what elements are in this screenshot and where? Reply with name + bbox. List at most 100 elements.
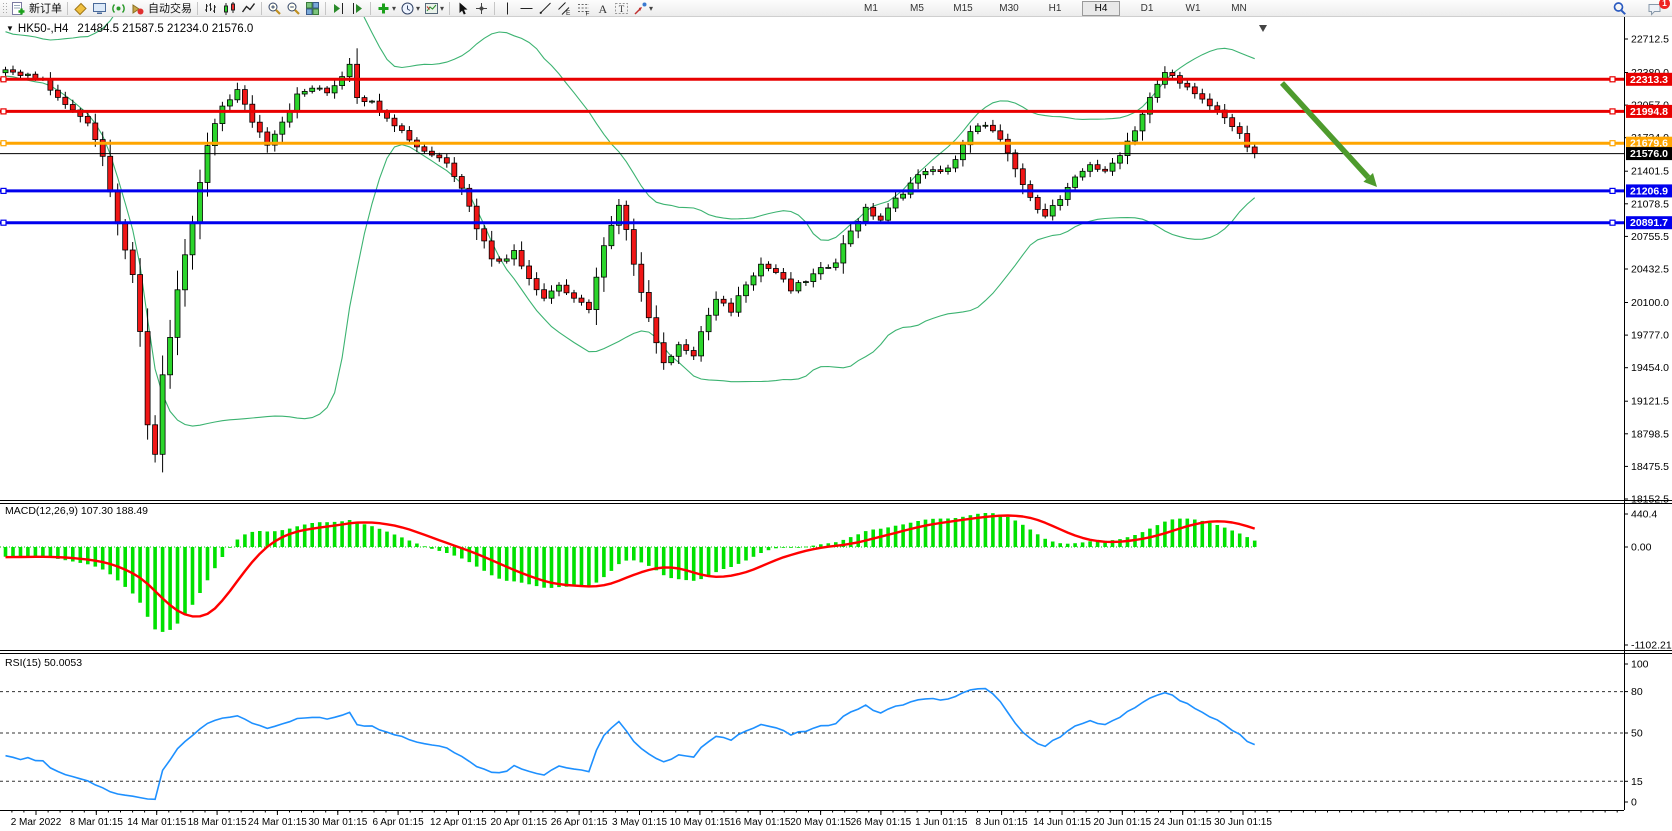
text-icon: A — [599, 2, 608, 16]
dropdown-arrow-icon[interactable]: ▾ — [649, 3, 654, 13]
svg-text:16 May 01:15: 16 May 01:15 — [730, 817, 791, 826]
svg-text:30 Mar 01:15: 30 Mar 01:15 — [308, 817, 367, 826]
timeframe-m30-button[interactable]: M30 — [999, 2, 1019, 14]
zoom-in-icon — [268, 2, 281, 15]
svg-text:3 May 01:15: 3 May 01:15 — [612, 817, 667, 826]
crosshair-button[interactable] — [472, 1, 491, 16]
symbol-period-label: HK50-,H4 — [17, 23, 69, 35]
market-watch-icon — [74, 2, 87, 15]
svg-text:15: 15 — [1631, 776, 1643, 788]
timeframe-mn-button[interactable]: MN — [1231, 2, 1247, 14]
new-order-button-label: 新订单 — [29, 3, 62, 15]
time-axis: 2 Mar 2022 8 Mar 01:15 14 Mar 01:15 18 Mar … — [0, 810, 1624, 828]
horizontal-line-icon — [520, 7, 533, 9]
toolbar-right: 1 — [1610, 0, 1670, 16]
text-button[interactable]: A — [593, 1, 612, 16]
zoom-in-button[interactable] — [265, 1, 284, 16]
search-icon — [1613, 1, 1626, 15]
svg-text:22712.5: 22712.5 — [1631, 34, 1669, 46]
signals-button[interactable] — [109, 1, 128, 16]
candlestick-chart-icon — [224, 1, 235, 15]
svg-text:20 Apr 01:15: 20 Apr 01:15 — [490, 817, 547, 826]
chart-title[interactable]: ▼ HK50-,H4 21484.5 21587.5 21234.0 21576.0 — [6, 23, 253, 35]
timeframe-d1-button[interactable]: D1 — [1140, 2, 1154, 14]
panel-divider[interactable] — [0, 650, 1672, 654]
periods-button[interactable]: ▾ — [398, 1, 422, 16]
auto-scroll-button[interactable] — [329, 1, 348, 16]
indicators-button[interactable]: ▾ — [374, 1, 398, 16]
templates-button[interactable]: ▾ — [422, 1, 446, 16]
arrows-button[interactable]: ▾ — [631, 1, 655, 16]
bollinger-bands — [5, 0, 1256, 427]
timeframe-bar: M1 M5 M15 M30 H1 H4 D1 W1 MN — [852, 0, 1266, 16]
crosshair-icon — [476, 2, 488, 14]
vertical-line-icon — [507, 2, 509, 14]
trend-arrow-annotation[interactable] — [1279, 81, 1377, 187]
cursor-button[interactable] — [453, 1, 472, 16]
timeframe-h1-button[interactable]: H1 — [1048, 2, 1062, 14]
svg-text:8 Mar 01:15: 8 Mar 01:15 — [70, 817, 124, 826]
timeframe-h4-button[interactable]: H4 — [1082, 0, 1120, 16]
rsi-indicator-header: RSI(15) 50.0053 — [5, 657, 83, 669]
text-label-button[interactable]: T — [612, 1, 631, 16]
autotrading-button[interactable]: 自动交易 — [128, 1, 194, 16]
svg-text:A: A — [599, 2, 608, 16]
svg-text:21206.9: 21206.9 — [1630, 185, 1668, 197]
tile-windows-button[interactable] — [303, 1, 322, 16]
toolbar-separator — [449, 1, 451, 15]
vertical-line-button[interactable] — [498, 1, 517, 16]
svg-text:20 May 01:15: 20 May 01:15 — [790, 817, 851, 826]
dropdown-arrow-icon[interactable]: ▾ — [416, 3, 421, 13]
toolbar-separator — [197, 1, 198, 15]
search-button[interactable] — [1610, 1, 1629, 16]
toolbar-separator — [325, 1, 326, 15]
price-level-lines[interactable] — [0, 76, 1624, 226]
timeframe-m1-button[interactable]: M1 — [864, 2, 878, 14]
symbol-dropdown-icon[interactable]: ▼ — [6, 24, 14, 33]
dropdown-arrow-icon[interactable]: ▾ — [440, 3, 445, 13]
candlestick-chart-button[interactable] — [220, 1, 239, 16]
svg-text:14 Mar 01:15: 14 Mar 01:15 — [127, 817, 186, 826]
line-chart-button[interactable] — [239, 1, 258, 16]
svg-text:24 Mar 01:15: 24 Mar 01:15 — [248, 817, 307, 826]
market-watch-button[interactable] — [71, 1, 90, 16]
price-axis: 22712.522380.022057.021734.021401.521078… — [1624, 16, 1672, 810]
new-order-button[interactable]: 新订单 — [9, 1, 64, 16]
svg-text:18475.5: 18475.5 — [1631, 461, 1669, 473]
svg-text:21401.5: 21401.5 — [1631, 166, 1669, 178]
chart-shift-icon — [353, 2, 362, 14]
cursor-icon — [459, 2, 468, 14]
zoom-out-icon — [287, 2, 300, 15]
fibonacci-icon: F — [578, 3, 590, 16]
signals-icon — [112, 3, 125, 13]
timeframe-w1-button[interactable]: W1 — [1185, 2, 1201, 14]
svg-text:26 May 01:15: 26 May 01:15 — [851, 817, 912, 826]
autotrading-icon — [132, 3, 144, 14]
timeframe-m15-button[interactable]: M15 — [953, 2, 973, 14]
bar-chart-button[interactable] — [201, 1, 220, 16]
svg-text:19777.0: 19777.0 — [1631, 330, 1669, 342]
data-window-button[interactable] — [90, 1, 109, 16]
svg-text:21078.5: 21078.5 — [1631, 198, 1669, 210]
chart-shift-marker[interactable] — [1259, 25, 1267, 32]
toolbar: 新订单 自动交易 ▾ ▾ ▾ E F A T ▾ M1 M5 M15 M30 H1 H4 D1 W1 MN 1 — [0, 0, 1672, 17]
trendline-button[interactable] — [536, 1, 555, 16]
toolbar-left-groups: 新订单 自动交易 ▾ ▾ ▾ E F A T ▾ — [0, 0, 655, 16]
svg-text:21994.8: 21994.8 — [1630, 106, 1668, 118]
rsi-line — [5, 687, 1256, 801]
svg-text:50: 50 — [1631, 728, 1643, 740]
svg-text:22313.3: 22313.3 — [1630, 74, 1668, 86]
equidistant-channel-button[interactable]: E — [555, 1, 574, 16]
chart-shift-button[interactable] — [348, 1, 367, 16]
dropdown-arrow-icon[interactable]: ▾ — [392, 3, 397, 13]
timeframe-m5-button[interactable]: M5 — [910, 2, 924, 14]
chat-button[interactable]: 1 — [1645, 0, 1670, 16]
svg-text:20100.0: 20100.0 — [1631, 297, 1669, 309]
horizontal-line-button[interactable] — [517, 1, 536, 16]
panel-divider[interactable] — [0, 500, 1672, 504]
fibonacci-button[interactable]: F — [574, 1, 593, 16]
zoom-out-button[interactable] — [284, 1, 303, 16]
